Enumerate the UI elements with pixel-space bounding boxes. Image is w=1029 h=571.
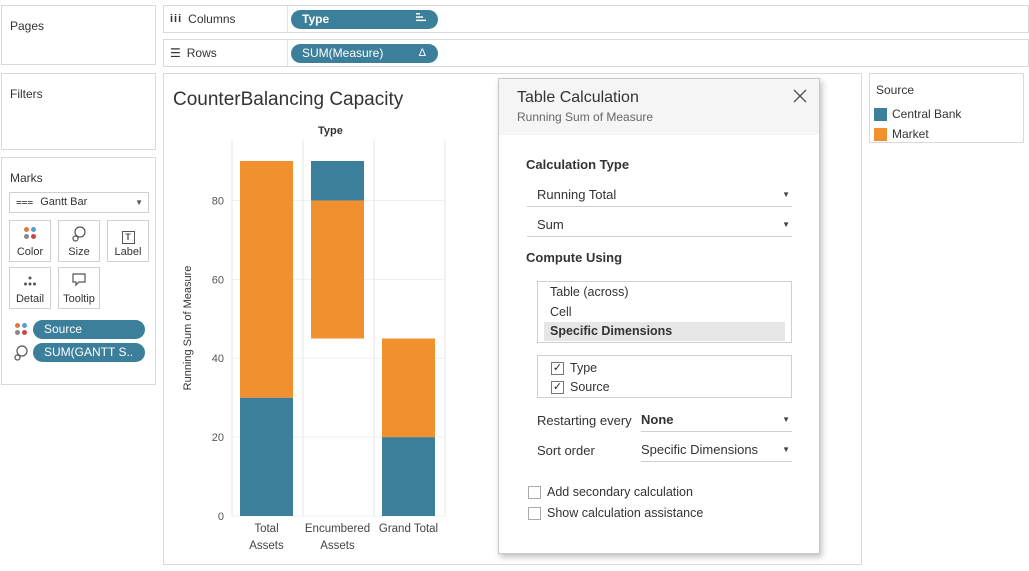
rows-label: ☰ Rows [170,46,217,60]
checkbox-type[interactable]: ✓ [551,361,564,375]
column-header: Type [318,125,343,137]
dimension-type-row[interactable]: ✓ Type [551,359,597,377]
filters-title: Filters [10,87,43,101]
table-calculation-dialog: Table Calculation Running Sum of Measure [498,78,820,554]
sort-order-dropdown[interactable]: Specific Dimensions ▼ [641,440,792,462]
columns-shelf[interactable]: iii Columns Type [163,5,1029,33]
compute-using-list[interactable]: Table (across) Cell Specific Dimensions [537,281,792,343]
gantt-bar-icon: ⩶ [16,197,34,208]
restarting-every-label: Restarting every [537,413,632,428]
detail-icon [10,273,50,293]
sort-order-label: Sort order [537,443,595,458]
legend-item-central-bank[interactable]: Central Bank [874,106,961,122]
color-label: Color [16,246,44,258]
restarting-every-dropdown[interactable]: None ▼ [641,410,792,432]
legend-item-market[interactable]: Market [874,126,929,142]
market-swatch [874,127,887,141]
compute-option-table-across[interactable]: Table (across) [550,285,629,299]
marks-title: Marks [10,171,43,185]
compute-option-cell[interactable]: Cell [550,305,572,319]
chart-title: CounterBalancing Capacity [173,89,404,110]
type-pill[interactable]: Type [291,10,438,29]
calculation-type-label: Calculation Type [526,157,630,172]
pages-title: Pages [10,19,45,33]
legend-title: Source [876,83,915,97]
tooltip-icon [59,273,99,293]
calculation-assistance-row[interactable]: Show calculation assistance [528,504,703,522]
compute-option-specific-dimensions[interactable]: Specific Dimensions [544,322,785,341]
columns-label: iii Columns [170,12,236,26]
label-button[interactable]: T Label [107,220,149,262]
checkbox-secondary-calculation[interactable] [528,485,541,499]
central-bank-swatch [874,107,887,121]
chevron-down-icon: ▼ [782,415,790,424]
calculation-assistance-label: Show calculation assistance [547,506,704,520]
gantt-size-pill[interactable]: SUM(GANTT S.. [33,343,145,362]
columns-icon: iii [170,13,183,25]
dialog-header: Table Calculation Running Sum of Measure [499,79,819,135]
detail-label: Detail [15,293,45,305]
mark-type-select[interactable]: ⩶ Gantt Bar ▼ [9,192,149,213]
secondary-calculation-label: Add secondary calculation [547,485,693,499]
mark-type-value: Gantt Bar [40,196,88,208]
legend-label: Market [892,127,929,141]
filters-panel[interactable]: Filters [1,73,156,150]
color-icon [10,226,50,246]
marks-field-source[interactable]: Source [14,320,146,340]
secondary-calculation-row[interactable]: Add secondary calculation [528,483,693,501]
size-icon [14,345,28,361]
label-label: Label [114,246,142,258]
chevron-down-icon: ▼ [782,445,790,454]
dimension-type-label: Type [570,361,598,375]
chevron-down-icon: ▼ [782,190,790,199]
sort-descending-icon [416,10,426,29]
sum-measure-pill[interactable]: SUM(Measure) Δ [291,44,438,63]
label-icon: T [108,226,148,246]
dialog-subtitle: Running Sum of Measure [517,110,654,124]
rows-icon: ☰ [170,46,181,60]
color-button[interactable]: Color [9,220,51,262]
chevron-down-icon: ▼ [135,198,143,207]
rows-shelf[interactable]: ☰ Rows SUM(Measure) Δ [163,39,1029,67]
tooltip-button[interactable]: Tooltip [58,267,100,309]
aggregation-dropdown[interactable]: Sum ▼ [527,215,792,237]
dialog-title: Table Calculation [517,89,639,106]
marks-field-gantt-size[interactable]: SUM(GANTT S.. [14,343,146,363]
dimensions-list: ✓ Type ✓ Source [537,355,792,398]
compute-using-label: Compute Using [526,250,623,265]
chevron-down-icon: ▼ [782,220,790,229]
dimension-source-label: Source [570,380,610,394]
legend-panel: Source [869,73,1024,143]
size-label: Size [68,246,90,258]
tooltip-label: Tooltip [63,293,95,305]
source-pill[interactable]: Source [33,320,145,339]
pages-panel[interactable]: Pages [1,5,156,65]
close-icon[interactable] [793,87,807,107]
dimension-source-row[interactable]: ✓ Source [551,378,610,396]
detail-button[interactable]: Detail [9,267,51,309]
color-icon [14,322,28,336]
checkbox-calculation-assistance[interactable] [528,506,541,520]
size-icon [59,226,99,246]
legend-label: Central Bank [892,107,962,121]
size-button[interactable]: Size [58,220,100,262]
delta-icon: Δ [418,47,426,59]
calculation-type-dropdown[interactable]: Running Total ▼ [527,185,792,207]
checkbox-source[interactable]: ✓ [551,380,564,394]
